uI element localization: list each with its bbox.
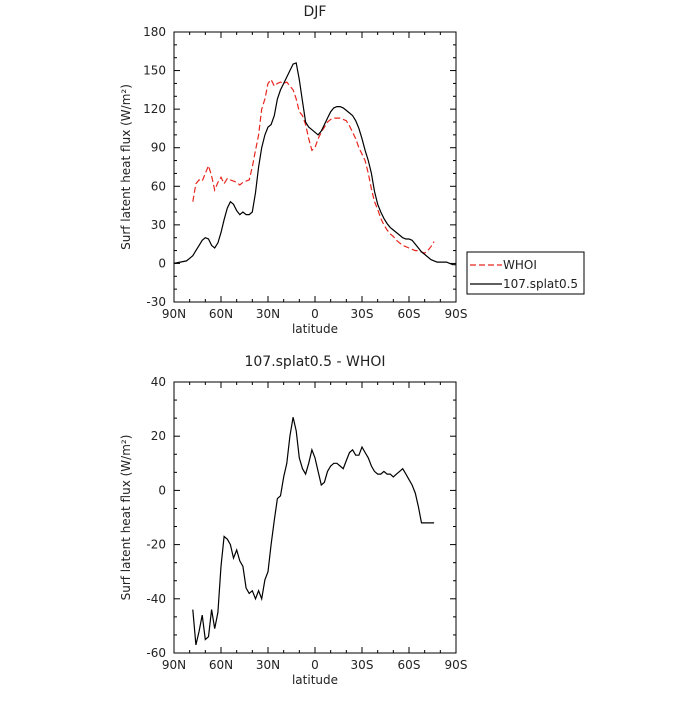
- y-tick-label: 120: [143, 102, 166, 116]
- legend-label: WHOI: [503, 258, 537, 272]
- y-tick-label: 20: [151, 429, 166, 443]
- x-tick-label: 30S: [351, 658, 374, 672]
- y-axis-label: Surf latent heat flux (W/m²): [119, 84, 133, 250]
- x-tick-label: 30S: [351, 307, 374, 321]
- x-tick-label: 60S: [398, 307, 421, 321]
- y-axis-label: Surf latent heat flux (W/m²): [119, 435, 133, 601]
- y-tick-label: -30: [146, 295, 166, 309]
- legend-box: [466, 251, 585, 295]
- x-tick-label: 60N: [209, 307, 233, 321]
- y-tick-label: -40: [146, 592, 166, 606]
- series-line-whoi: [192, 78, 435, 254]
- x-tick-label: 90S: [445, 307, 468, 321]
- chart-title: DJF: [304, 4, 327, 20]
- series-line-107-splat0-5: [173, 62, 456, 266]
- y-tick-label: 150: [143, 64, 166, 78]
- x-tick-label: 60N: [209, 658, 233, 672]
- plot-frame: [173, 381, 457, 654]
- y-tick-label: 0: [158, 483, 166, 497]
- y-tick-label: 0: [158, 256, 166, 270]
- x-tick-label: 60S: [398, 658, 421, 672]
- x-tick-label: 30N: [256, 658, 280, 672]
- x-tick-label: 30N: [256, 307, 280, 321]
- plot-frame: [173, 31, 457, 303]
- y-tick-label: 60: [151, 179, 166, 193]
- chart-title: 107.splat0.5 - WHOI: [244, 354, 385, 370]
- top-chart-panel: 90N 60N 30N 0 30S 60S 90S -30 0 30 60 90 120 150 180 DJ…: [119, 4, 585, 336]
- x-tick-label: 90S: [445, 658, 468, 672]
- x-tick-label: 90N: [162, 307, 186, 321]
- legend: WHOI 107.splat0.5: [466, 251, 585, 295]
- x-axis-label: latitude: [292, 322, 338, 336]
- y-tick-label: 90: [151, 141, 166, 155]
- y-tick-label: -20: [146, 538, 166, 552]
- y-tick-label: -60: [146, 646, 166, 660]
- y-tick-label: 40: [151, 375, 166, 389]
- y-tick-label: 30: [151, 218, 166, 232]
- x-tick-label: 0: [311, 307, 319, 321]
- bottom-chart-panel: 90N 60N 30N 0 30S 60S 90S -60 -40 -20 0 20 40 107.spl…: [119, 354, 467, 687]
- y-tick-label: 180: [143, 25, 166, 39]
- x-tick-label: 0: [311, 658, 319, 672]
- x-axis-label: latitude: [292, 673, 338, 687]
- x-tick-label: 90N: [162, 658, 186, 672]
- legend-label: 107.splat0.5: [503, 277, 578, 291]
- series-line-difference: [192, 417, 435, 646]
